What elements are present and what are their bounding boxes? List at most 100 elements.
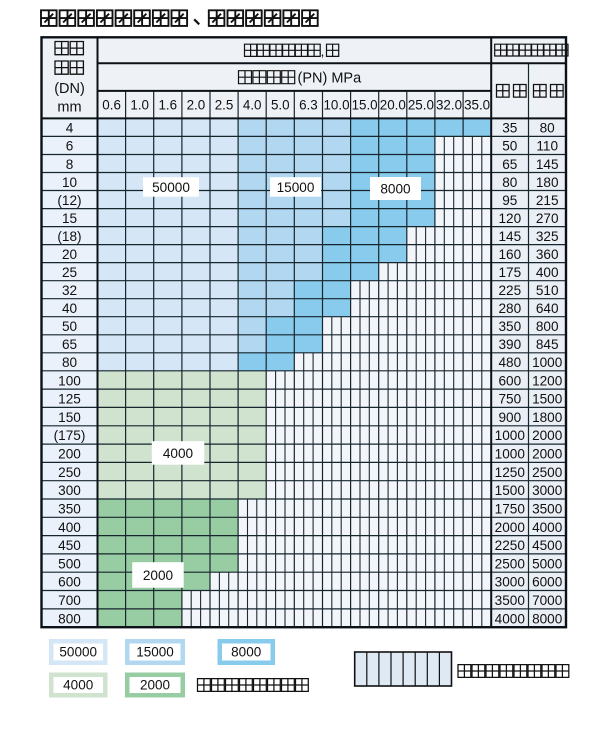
svg-text:3500: 3500	[532, 501, 563, 516]
svg-text:2250: 2250	[495, 538, 526, 553]
svg-text:325: 325	[536, 229, 559, 244]
svg-text:1.0: 1.0	[130, 97, 149, 112]
svg-text:32: 32	[62, 283, 77, 298]
svg-text:4000: 4000	[163, 446, 194, 461]
svg-text:5000: 5000	[532, 556, 563, 571]
svg-text:1200: 1200	[532, 373, 563, 388]
svg-text:1000: 1000	[495, 428, 526, 443]
svg-text:125: 125	[58, 392, 81, 407]
svg-text:65: 65	[502, 157, 517, 172]
svg-text:15: 15	[62, 211, 77, 226]
svg-text:175: 175	[498, 265, 521, 280]
svg-text:600: 600	[58, 575, 81, 590]
svg-text:845: 845	[536, 337, 559, 352]
svg-text:480: 480	[498, 355, 521, 370]
svg-text:25.0: 25.0	[408, 97, 434, 112]
svg-text:400: 400	[58, 520, 81, 535]
svg-text:50000: 50000	[59, 645, 97, 660]
svg-text:3000: 3000	[532, 483, 563, 498]
svg-text:80: 80	[502, 175, 518, 190]
svg-text:225: 225	[498, 283, 521, 298]
svg-text:25: 25	[62, 265, 77, 280]
svg-text:2.0: 2.0	[187, 97, 206, 112]
svg-text:100: 100	[58, 373, 81, 388]
svg-text:1.6: 1.6	[158, 97, 177, 112]
svg-text:50: 50	[502, 139, 518, 154]
svg-text:6000: 6000	[532, 575, 563, 590]
svg-text:4500: 4500	[532, 538, 563, 553]
svg-text:2000: 2000	[140, 678, 170, 693]
svg-text:1000: 1000	[495, 447, 526, 462]
svg-text:35: 35	[502, 121, 517, 136]
svg-text:110: 110	[536, 139, 558, 154]
svg-text:2500: 2500	[532, 465, 563, 480]
svg-text:750: 750	[498, 392, 521, 407]
svg-text:95: 95	[502, 193, 517, 208]
svg-text:1250: 1250	[495, 465, 526, 480]
svg-text:2.5: 2.5	[215, 97, 234, 112]
svg-text:215: 215	[536, 193, 559, 208]
svg-text:160: 160	[498, 247, 521, 262]
svg-text:(12): (12)	[57, 193, 81, 208]
svg-text:450: 450	[58, 538, 81, 553]
svg-text:80: 80	[540, 121, 556, 136]
svg-text:10.0: 10.0	[323, 97, 349, 112]
svg-text:6: 6	[66, 139, 74, 154]
svg-text:1800: 1800	[532, 410, 563, 425]
svg-text:390: 390	[498, 337, 521, 352]
svg-text:8000: 8000	[532, 611, 563, 626]
svg-text:mm: mm	[57, 100, 81, 116]
svg-text:250: 250	[58, 465, 81, 480]
svg-text:20.0: 20.0	[380, 97, 406, 112]
svg-text:50: 50	[62, 319, 78, 334]
svg-text:2000: 2000	[143, 568, 174, 583]
svg-text:4000: 4000	[495, 611, 526, 626]
svg-text:180: 180	[536, 175, 559, 190]
svg-text:300: 300	[58, 483, 81, 498]
svg-text:15000: 15000	[136, 645, 174, 660]
svg-text:4: 4	[66, 121, 74, 136]
svg-text:35.0: 35.0	[464, 97, 490, 112]
svg-text:270: 270	[536, 211, 559, 226]
svg-text:800: 800	[536, 319, 559, 334]
svg-text:800: 800	[58, 611, 81, 626]
svg-text:50000: 50000	[152, 180, 190, 195]
svg-text:4.0: 4.0	[243, 97, 262, 112]
svg-text:120: 120	[498, 211, 521, 226]
svg-text:4000: 4000	[532, 520, 563, 535]
svg-text:900: 900	[498, 410, 521, 425]
svg-text:145: 145	[498, 229, 521, 244]
svg-text:15000: 15000	[277, 180, 315, 195]
svg-text:700: 700	[58, 593, 81, 608]
svg-text:1000: 1000	[532, 355, 563, 370]
svg-text:1750: 1750	[495, 501, 526, 516]
svg-text:15.0: 15.0	[352, 97, 378, 112]
svg-text:20: 20	[62, 247, 78, 262]
svg-text:280: 280	[498, 301, 521, 316]
svg-text:145: 145	[536, 157, 559, 172]
svg-text:3500: 3500	[495, 593, 526, 608]
svg-text:6.3: 6.3	[299, 97, 318, 112]
svg-text:2500: 2500	[495, 556, 526, 571]
svg-text:360: 360	[536, 247, 559, 262]
svg-text:2000: 2000	[532, 428, 563, 443]
svg-text:510: 510	[536, 283, 559, 298]
svg-text:400: 400	[536, 265, 559, 280]
svg-text:150: 150	[58, 410, 81, 425]
svg-text:5.0: 5.0	[271, 97, 290, 112]
svg-text:40: 40	[62, 301, 78, 316]
svg-text:3000: 3000	[495, 575, 526, 590]
svg-text:8000: 8000	[380, 181, 411, 196]
svg-text:640: 640	[536, 301, 559, 316]
svg-text:1500: 1500	[532, 392, 563, 407]
svg-text:(DN): (DN)	[54, 81, 85, 97]
svg-text:(175): (175)	[54, 428, 86, 443]
svg-text:600: 600	[498, 373, 521, 388]
svg-text:80: 80	[62, 355, 78, 370]
svg-text:,: ,	[321, 44, 325, 59]
svg-text:200: 200	[58, 447, 81, 462]
svg-text:1500: 1500	[495, 483, 526, 498]
svg-text:8: 8	[66, 157, 74, 172]
svg-text:(PN) MPa: (PN) MPa	[298, 70, 363, 86]
svg-text:2000: 2000	[532, 447, 563, 462]
